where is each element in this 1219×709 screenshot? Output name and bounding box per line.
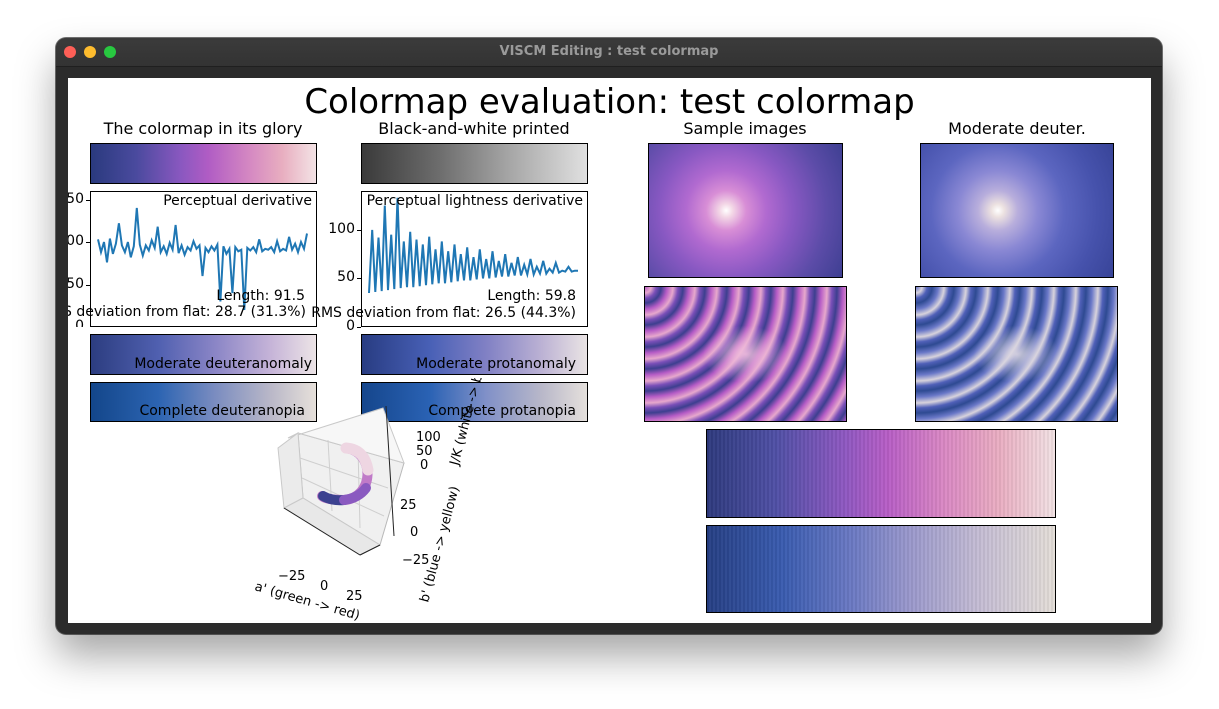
deuteranopia-label: Complete deuteranopia xyxy=(139,403,305,419)
y-tick-3: −25 xyxy=(402,553,429,568)
protanopia-bar: Complete protanopia xyxy=(361,382,588,422)
sample-image-deuter xyxy=(920,143,1114,278)
app-window: VISCM Editing : test colormap Colormap e… xyxy=(56,38,1162,634)
perceptual-derivative-plot: Perceptual derivative Length: 91.5 xyxy=(90,191,317,327)
plot1-ytick: 100 xyxy=(68,233,84,249)
x-tick-2: 0 xyxy=(320,579,328,594)
bw-title: Black-and-white printed xyxy=(378,119,570,138)
y-tick-1: 25 xyxy=(400,498,417,513)
zoom-window-button[interactable] xyxy=(104,46,116,58)
y-tick-2: 0 xyxy=(410,525,418,540)
plot2-rms: RMS deviation from flat: 26.5 (44.3%) xyxy=(311,305,576,321)
z-tick-2: 50 xyxy=(416,444,433,459)
protanomaly-bar: Moderate protanomaly xyxy=(361,334,588,375)
plot2-ytick: 100 xyxy=(328,220,355,237)
deuter-title: Moderate deuter. xyxy=(948,119,1086,138)
plot2-title: Perceptual lightness derivative xyxy=(366,193,583,209)
deuteranopia-bar: Complete deuteranopia xyxy=(90,382,317,422)
deuteranomaly-label: Moderate deuteranomaly xyxy=(134,356,312,372)
plot2-ytick-mark xyxy=(357,327,361,328)
large-colormap-bar xyxy=(706,429,1056,518)
close-window-button[interactable] xyxy=(64,46,76,58)
title-bar[interactable]: VISCM Editing : test colormap xyxy=(56,38,1162,67)
plot2-ytick-mark xyxy=(357,278,361,280)
plot2-ytick: 0 xyxy=(346,318,355,334)
wave-image-deuter xyxy=(915,286,1118,422)
figure-canvas: Colormap evaluation: test colormap The c… xyxy=(68,78,1151,623)
minimize-window-button[interactable] xyxy=(84,46,96,58)
colormap-bar xyxy=(90,143,317,184)
window-title: VISCM Editing : test colormap xyxy=(499,44,719,59)
protanopia-label: Complete protanopia xyxy=(428,403,576,419)
figure-title: Colormap evaluation: test colormap xyxy=(304,82,915,122)
plot1-y-axis: 0 50 100 150 xyxy=(68,191,90,327)
plot2-series-1 xyxy=(368,197,578,294)
plot1-title: Perceptual derivative xyxy=(163,193,312,209)
colorspace-3d-plot: −25 0 25 a' (green -> red) 25 0 −25 b' (… xyxy=(253,378,494,623)
perceptual-derivative-svg xyxy=(97,207,308,311)
x-tick-3: 25 xyxy=(346,589,363,604)
plot1-ytick: 150 xyxy=(68,191,84,207)
lightness-derivative-svg xyxy=(361,197,588,327)
sample-image-glory xyxy=(648,143,843,278)
z-axis-label: J/K (white -> black) xyxy=(447,378,494,468)
plot2-length: Length: 59.8 xyxy=(487,288,576,304)
grayscale-bar xyxy=(361,143,588,184)
plot1-rms: RMS deviation from flat: 28.7 (31.3%) xyxy=(68,304,306,320)
plot1-ytick-mark xyxy=(86,199,90,201)
plot2-ytick: 50 xyxy=(337,269,355,286)
z-tick-1: 100 xyxy=(416,430,441,445)
large-deuter-colormap-bar xyxy=(706,525,1056,613)
lightness-derivative-plot: Perceptual lightness derivative Length: … xyxy=(311,191,588,327)
protanomaly-label: Moderate protanomaly xyxy=(416,356,576,372)
plot1-ytick-mark xyxy=(86,284,90,286)
plot1-series-1 xyxy=(97,207,308,311)
plot2-y-axis: 0 50 100 xyxy=(308,191,361,334)
y-axis-label: b' (blue -> yellow) xyxy=(417,485,462,604)
plot1-ytick: 50 xyxy=(68,275,84,292)
plot1-rms-clip: RMS deviation from flat: 28.7 (31.3%) xyxy=(68,302,314,324)
samples-title: Sample images xyxy=(683,119,807,138)
plot1-ytick-mark xyxy=(86,242,90,243)
plot1-length: Length: 91.5 xyxy=(216,288,305,304)
deuteranomaly-bar: Moderate deuteranomaly xyxy=(90,334,317,375)
plot2-ytick-mark xyxy=(357,229,361,231)
z-tick-3: 0 xyxy=(420,458,428,473)
x-tick-1: −25 xyxy=(278,569,305,584)
glory-title: The colormap in its glory xyxy=(103,119,303,138)
wave-image-glory xyxy=(644,286,847,422)
plot1-ytick: 0 xyxy=(75,318,84,327)
